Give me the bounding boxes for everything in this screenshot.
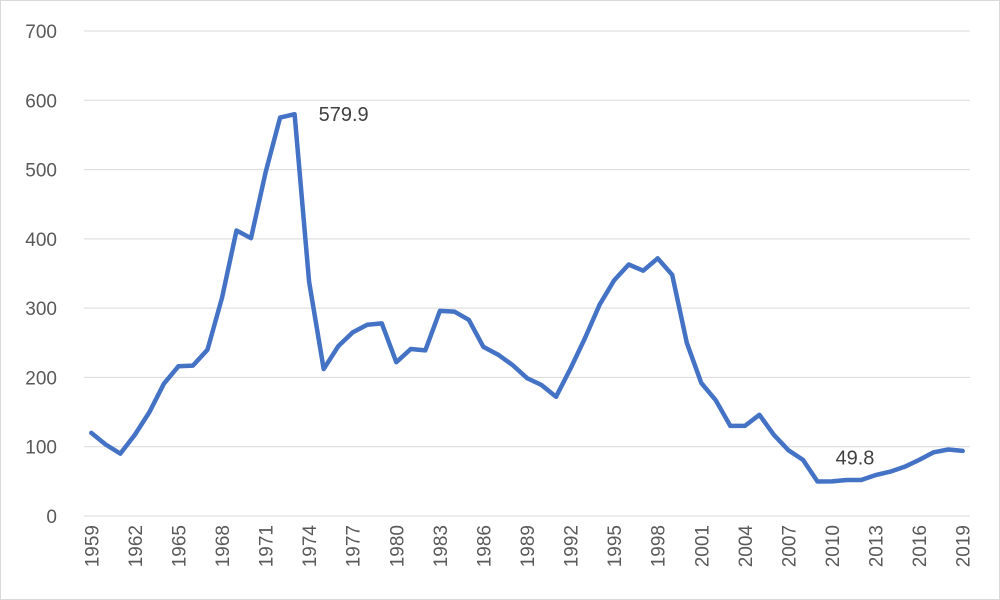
x-tick-label: 1968 (213, 525, 234, 567)
x-tick-label: 2004 (736, 525, 757, 568)
x-tick-label: 2016 (910, 525, 931, 567)
y-tick-label: 400 (25, 230, 57, 251)
y-tick-label: 600 (25, 91, 57, 112)
x-tick-label: 1971 (257, 525, 278, 567)
x-tick-label: 1974 (300, 525, 321, 568)
x-tick-label: 1998 (649, 525, 670, 567)
x-tick-label: 1959 (82, 525, 103, 567)
y-tick-label: 0 (46, 507, 57, 528)
series-line (89, 111, 965, 484)
x-tick-label: 1962 (126, 525, 147, 567)
y-tick-label: 200 (25, 368, 57, 389)
x-tick-label: 2007 (779, 525, 800, 567)
x-tick-label: 1977 (344, 525, 365, 567)
y-tick-label: 700 (25, 22, 57, 43)
x-tick-label: 2001 (692, 525, 713, 567)
x-tick-label: 1986 (474, 525, 495, 567)
x-tick-label: 1989 (518, 525, 539, 567)
y-tick-label: 500 (25, 161, 57, 182)
x-tick-label: 1983 (431, 525, 452, 567)
x-tick-label: 2013 (867, 525, 888, 567)
data-label: 579.9 (319, 104, 369, 126)
data-label: 49.8 (835, 447, 874, 469)
x-tick-label: 2019 (954, 525, 975, 567)
x-tick-label: 1992 (562, 525, 583, 567)
x-tick-label: 2010 (823, 525, 844, 567)
y-tick-label: 300 (25, 299, 57, 320)
x-tick-label: 1980 (387, 525, 408, 567)
x-tick-label: 1995 (605, 525, 626, 567)
y-tick-label: 100 (25, 438, 57, 459)
x-tick-label: 1965 (169, 525, 190, 567)
